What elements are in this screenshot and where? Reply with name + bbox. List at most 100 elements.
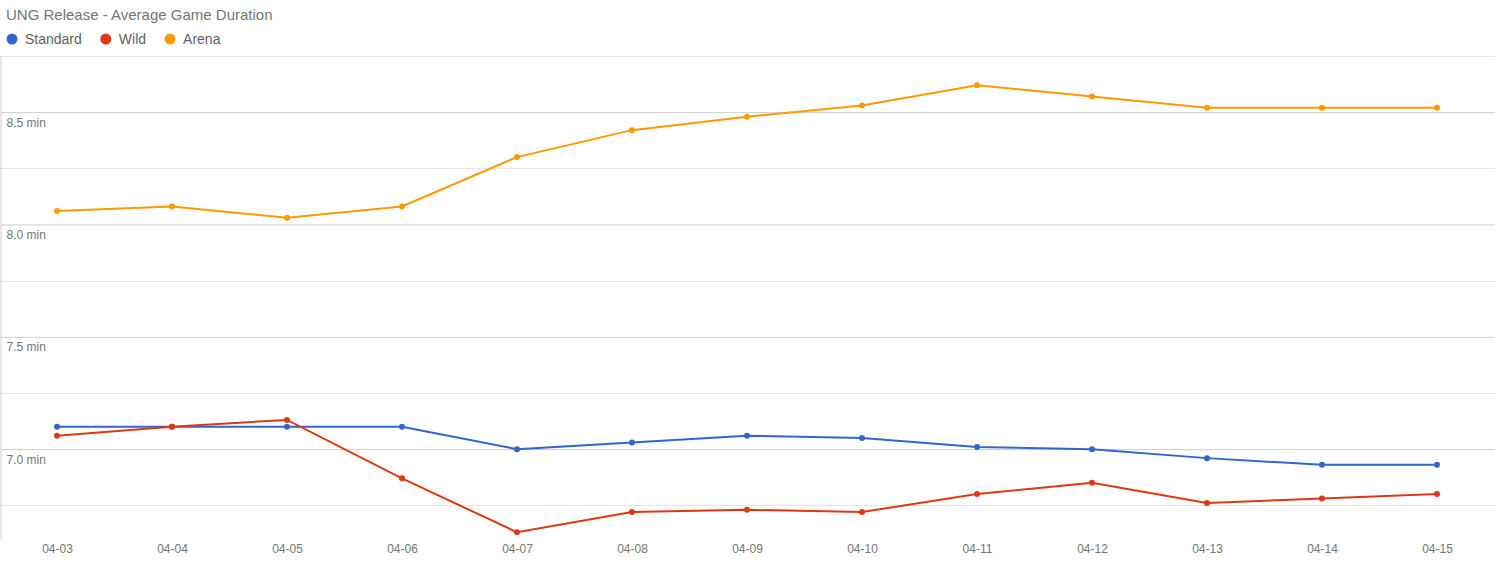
- legend-label: Wild: [119, 31, 146, 47]
- x-axis: 04-03 04-04 04-05 04-06 04-07 04-08 04-09 04-10…: [42, 542, 1453, 556]
- x-tick-label: 04-14: [1307, 542, 1338, 556]
- point: [1089, 93, 1095, 99]
- point: [1089, 480, 1095, 486]
- point: [514, 446, 520, 452]
- point: [1204, 455, 1210, 461]
- point: [629, 509, 635, 515]
- x-tick-label: 04-04: [157, 542, 188, 556]
- x-tick-label: 04-08: [617, 542, 648, 556]
- point: [1089, 446, 1095, 452]
- point: [54, 208, 60, 214]
- series-markers: [54, 424, 1440, 468]
- series-line: [57, 420, 1437, 532]
- series-line: [57, 85, 1437, 218]
- point: [169, 424, 175, 430]
- point: [859, 509, 865, 515]
- x-tick: 04-05: [272, 542, 303, 556]
- chart: UNG Release - Average Game Duration Stand…: [0, 0, 1495, 562]
- x-tick-label: 04-11: [963, 542, 993, 556]
- grid-line: [1, 449, 1495, 450]
- point: [169, 424, 175, 430]
- y-tick-label: 7.5 min: [7, 340, 46, 354]
- plot-area: [54, 82, 1440, 535]
- legend-item: Wild: [100, 31, 146, 47]
- x-tick: 04-07: [502, 542, 533, 556]
- grid-line: [1, 224, 1495, 225]
- point: [859, 102, 865, 108]
- point: [399, 475, 405, 481]
- series-markers: [54, 417, 1440, 535]
- legend: Standard Wild Arena: [7, 31, 221, 47]
- minor-grid-line: [0, 393, 1495, 394]
- x-tick-label: 04-06: [387, 542, 418, 556]
- title: UNG Release - Average Game Duration: [6, 6, 273, 23]
- legend-label: Arena: [183, 31, 221, 47]
- x-tick-label: 04-03: [42, 542, 73, 556]
- minor-grid-line: [0, 505, 1495, 506]
- minor-grid-line: [0, 281, 1495, 282]
- point: [284, 215, 290, 221]
- legend-label: Standard: [25, 31, 82, 47]
- minor-grid-line: [0, 56, 1495, 57]
- point: [744, 433, 750, 439]
- x-tick: 04-12: [1077, 542, 1108, 556]
- legend-swatch: [100, 34, 111, 45]
- x-tick-label: 04-05: [272, 542, 303, 556]
- x-tick-label: 04-09: [732, 542, 763, 556]
- legend-item: Standard: [7, 31, 82, 47]
- point: [1204, 500, 1210, 506]
- y-tick-label: 8.0 min: [7, 228, 46, 242]
- y-tick-label: 7.0 min: [7, 453, 46, 467]
- x-tick-label: 04-12: [1077, 542, 1108, 556]
- y-tick: 7.0 min: [1, 450, 1495, 467]
- x-tick: 04-08: [617, 542, 648, 556]
- point: [1434, 105, 1440, 111]
- y-tick: 8.0 min: [1, 225, 1495, 242]
- point: [514, 529, 520, 535]
- point: [1434, 491, 1440, 497]
- point: [744, 507, 750, 513]
- point: [974, 444, 980, 450]
- legend-item: Arena: [165, 31, 221, 47]
- minor-grid: [0, 57, 1495, 506]
- x-tick: 04-11: [963, 542, 993, 556]
- point: [169, 204, 175, 210]
- point: [629, 127, 635, 133]
- x-tick: 04-09: [732, 542, 763, 556]
- point: [1434, 462, 1440, 468]
- point: [1319, 496, 1325, 502]
- x-tick-label: 04-10: [847, 542, 878, 556]
- point: [974, 82, 980, 88]
- point: [1319, 462, 1325, 468]
- y-tick: 8.5 min: [1, 113, 1495, 130]
- legend-swatch: [7, 34, 18, 45]
- x-tick: 04-06: [387, 542, 418, 556]
- y-tick-label: 8.5 min: [7, 116, 46, 130]
- point: [399, 424, 405, 430]
- point: [54, 424, 60, 430]
- point: [629, 439, 635, 445]
- y-tick: 7.5 min: [1, 337, 1495, 354]
- x-tick: 04-03: [42, 542, 73, 556]
- x-tick: 04-15: [1422, 542, 1453, 556]
- x-tick-label: 04-07: [502, 542, 533, 556]
- x-tick: 04-14: [1307, 542, 1338, 556]
- point: [1319, 105, 1325, 111]
- point: [284, 424, 290, 430]
- point: [514, 154, 520, 160]
- point: [859, 435, 865, 441]
- x-tick: 04-10: [847, 542, 878, 556]
- point: [974, 491, 980, 497]
- x-tick-label: 04-13: [1192, 542, 1223, 556]
- point: [744, 114, 750, 120]
- series-markers: [54, 82, 1440, 221]
- x-tick: 04-13: [1192, 542, 1223, 556]
- point: [284, 417, 290, 423]
- y-axis: 7.0 min 7.5 min 8.0 min 8.5 min: [1, 57, 1495, 540]
- x-tick-label: 04-15: [1422, 542, 1453, 556]
- series-line: [57, 427, 1437, 465]
- minor-grid-line: [0, 168, 1495, 169]
- point: [54, 433, 60, 439]
- legend-swatch: [165, 34, 176, 45]
- grid-line: [1, 112, 1495, 113]
